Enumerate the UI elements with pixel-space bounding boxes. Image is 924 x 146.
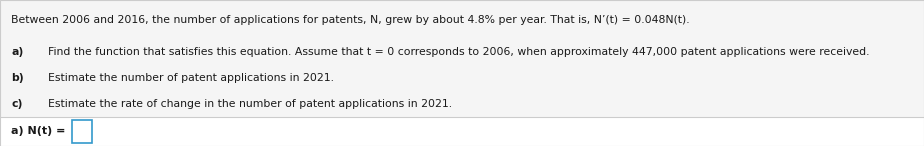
Text: Estimate the rate of change in the number of patent applications in 2021.: Estimate the rate of change in the numbe… xyxy=(48,99,452,109)
Bar xyxy=(72,120,92,143)
Text: c): c) xyxy=(11,99,22,109)
Text: b): b) xyxy=(11,73,24,83)
Text: Estimate the number of patent applications in 2021.: Estimate the number of patent applicatio… xyxy=(48,73,334,83)
Text: Between 2006 and 2016, the number of applications for patents, N, grew by about : Between 2006 and 2016, the number of app… xyxy=(11,15,689,25)
Text: a) N(t) =: a) N(t) = xyxy=(11,126,66,135)
Text: Find the function that satisfies this equation. Assume that t = 0 corresponds to: Find the function that satisfies this eq… xyxy=(48,47,869,57)
Text: a): a) xyxy=(11,47,23,57)
Bar xyxy=(0,117,924,146)
Bar xyxy=(0,0,924,117)
